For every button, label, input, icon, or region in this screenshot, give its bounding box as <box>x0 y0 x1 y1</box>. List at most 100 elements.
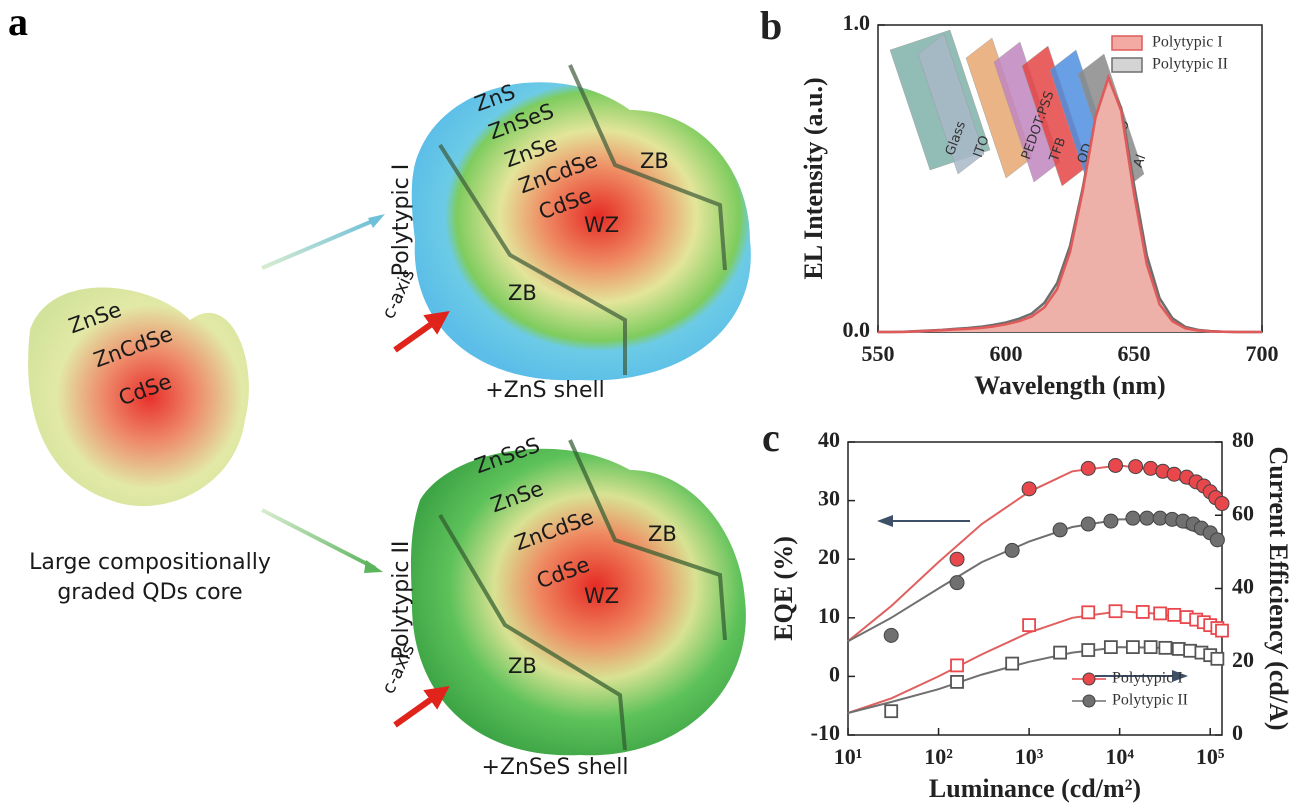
y2-tick-label: 60 <box>1232 500 1254 525</box>
core-dot <box>28 287 249 507</box>
point <box>949 575 965 591</box>
point <box>1103 640 1118 654</box>
variant-name: Polytypic I <box>389 164 414 276</box>
point <box>1081 605 1096 620</box>
x-tick-label: 600 <box>990 341 1023 366</box>
x-tick-label: 650 <box>1118 341 1151 366</box>
x-tick-label: 10⁵ <box>1196 744 1225 769</box>
y-tick-label: 20 <box>818 544 840 569</box>
y-tick-label: -10 <box>811 720 840 745</box>
y2-tick-label: 0 <box>1232 720 1243 745</box>
y-axis-label: EL Intensity (a.u.) <box>799 77 828 279</box>
arrow-head <box>364 560 383 573</box>
point <box>884 704 899 719</box>
arrow-head <box>368 214 385 228</box>
line <box>878 73 1262 334</box>
point <box>1080 516 1096 532</box>
arrow <box>261 218 376 270</box>
point <box>1158 640 1173 655</box>
point <box>1108 604 1123 619</box>
x-tick-label: 10¹ <box>834 744 863 769</box>
device-layer-label: ITO <box>971 134 993 160</box>
point <box>1022 618 1036 633</box>
point <box>1183 643 1198 658</box>
polytypic-ii-dot <box>410 439 746 756</box>
arrow <box>261 508 376 570</box>
point <box>1210 651 1225 666</box>
legend-label: Polytypic II <box>1112 692 1188 709</box>
point <box>1125 510 1141 526</box>
x-axis-label: Luminance (cd/m²) <box>929 774 1141 803</box>
phase-label: WZ <box>584 584 619 608</box>
point <box>1143 640 1158 654</box>
point <box>1108 457 1124 473</box>
c-axis-arrow <box>393 686 450 728</box>
x-tick-label: 700 <box>1246 341 1279 366</box>
point <box>1209 532 1225 548</box>
y-tick-label: 0 <box>829 661 840 686</box>
y-tick-label: 10 <box>818 603 840 628</box>
point <box>1143 460 1159 476</box>
point <box>1167 607 1182 622</box>
x-axis-label: Wavelength (nm) <box>974 371 1165 400</box>
device-layer <box>917 33 985 175</box>
point <box>950 674 964 689</box>
point <box>1021 481 1037 497</box>
c-axis-arrow <box>393 311 450 353</box>
point <box>949 551 965 567</box>
y-tick-label: 30 <box>818 486 840 511</box>
x-tick-label: 10² <box>924 744 953 769</box>
panel-label: a <box>8 0 28 44</box>
point <box>1139 510 1155 526</box>
legend-label: Polytypic II <box>1152 56 1228 73</box>
point <box>1081 643 1096 657</box>
legend-label: Polytypic I <box>1152 34 1223 51</box>
y-axis-label: EQE (%) <box>769 536 798 641</box>
caption: graded QDs core <box>57 580 242 605</box>
phase-label: ZB <box>640 149 669 173</box>
device-layer-label: Al <box>1131 153 1149 170</box>
legend-label: Polytypic I <box>1112 670 1183 687</box>
point <box>1128 459 1144 475</box>
phase-label: ZB <box>508 654 537 678</box>
axis-tag: c-axis <box>378 266 419 322</box>
point <box>1171 642 1186 656</box>
polytypic-i-dot <box>411 64 751 381</box>
y2-axis-label: Current Efficiency (cd/A) <box>1264 446 1291 730</box>
x-tick-label: 550 <box>862 341 895 366</box>
y-tick-label: 40 <box>818 427 840 452</box>
point <box>1166 466 1182 482</box>
y-tick-label: 0.0 <box>843 317 871 342</box>
point <box>1004 542 1020 558</box>
legend-marker <box>1082 672 1096 686</box>
point <box>1135 605 1150 619</box>
legend-swatch <box>1111 35 1143 51</box>
legend-marker <box>1082 694 1096 708</box>
variant-name: Polytypic II <box>389 541 414 660</box>
caption: +ZnS shell <box>485 378 605 403</box>
y2-tick-label: 40 <box>1232 574 1254 599</box>
point <box>1053 645 1068 660</box>
legend-swatch <box>1111 57 1143 73</box>
phase-label: WZ <box>584 213 619 237</box>
x-tick-label: 10³ <box>1015 744 1044 769</box>
point <box>1052 522 1068 538</box>
x-tick-label: 10⁴ <box>1105 744 1134 769</box>
panel-label: c <box>762 415 780 460</box>
point <box>883 627 899 643</box>
point <box>1153 606 1168 621</box>
y2-tick-label: 80 <box>1232 427 1254 452</box>
axis-tag: c-axis <box>378 641 419 697</box>
y-tick-label: 1.0 <box>843 10 871 35</box>
phase-label: ZB <box>648 522 677 546</box>
point <box>1125 640 1140 654</box>
caption: +ZnSeS shell <box>481 755 628 780</box>
point <box>1005 656 1020 671</box>
panel-label: b <box>760 3 782 48</box>
point <box>1080 460 1096 476</box>
point <box>1103 513 1119 529</box>
point <box>950 658 964 673</box>
point <box>1215 623 1229 638</box>
phase-label: ZB <box>508 281 537 305</box>
